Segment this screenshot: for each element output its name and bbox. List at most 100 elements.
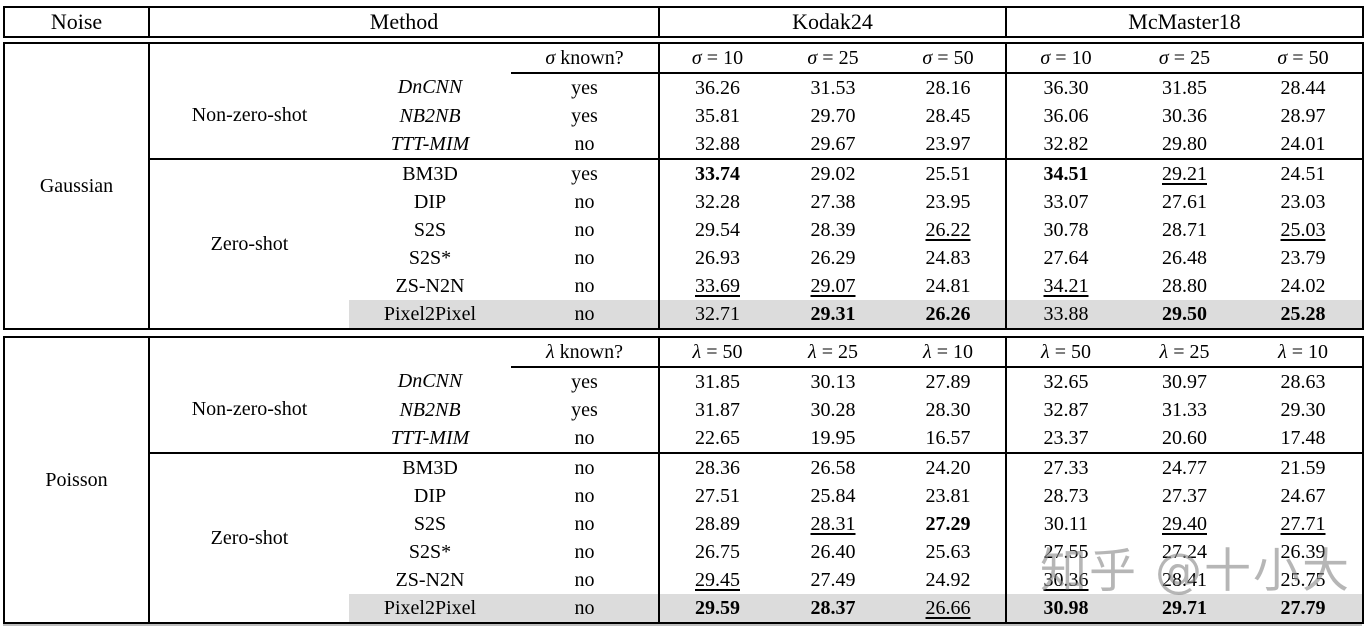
metric-value: 32.65	[1043, 370, 1089, 393]
metric-value: 27.71	[1280, 512, 1326, 535]
method-name: BM3D	[349, 452, 511, 482]
metric-value: 16.57	[891, 424, 1007, 453]
metric-value: 32.87	[1043, 398, 1089, 421]
table-row: TTT-MIM no 22.65 19.95 16.57 23.37 20.60 17.48	[4, 424, 1363, 453]
metric-value: 29.80	[1162, 132, 1207, 155]
metric-value: 26.29	[810, 246, 856, 269]
greek-symbol: λ	[1041, 340, 1050, 363]
table-row: S2S no 29.54 28.39 26.22 30.78 28.71 25.03	[4, 216, 1363, 244]
metric-value: 26.93	[695, 246, 740, 269]
method-name: S2S*	[408, 540, 452, 563]
metric-value: 25.51	[891, 158, 1007, 188]
known-value: no	[511, 272, 660, 300]
greek-symbol: λ	[808, 340, 817, 363]
metric-value: 30.97	[1162, 370, 1207, 393]
metric-value: 29.45	[695, 568, 740, 591]
metric-value: 33.88	[1006, 300, 1125, 329]
metric-value: 32.28	[695, 190, 740, 213]
header-band-row: Noise Method Kodak24 McMaster18	[4, 7, 1363, 37]
metric-value: 23.95	[891, 188, 1007, 216]
metric-value: 28.37	[775, 594, 891, 623]
metric-value: 20.60	[1162, 426, 1207, 449]
metric-value: 25.03	[1280, 218, 1326, 241]
noise-level-header: λ = 25	[775, 337, 891, 368]
metric-value: 31.53	[810, 76, 856, 99]
metric-value: 28.80	[1162, 274, 1207, 297]
metric-value: 23.37	[1043, 426, 1089, 449]
section-header-row: Poisson λ known? λ = 50 λ = 25 λ = 10 λ = 50 λ…	[4, 337, 1363, 623]
metric-value: 35.81	[695, 104, 740, 127]
greek-symbol: σ	[1277, 46, 1288, 69]
metric-value: 17.48	[1280, 426, 1326, 449]
noise-level-value: = 50	[1292, 46, 1329, 69]
metric-value: 34.21	[1043, 274, 1089, 297]
metric-value: 29.67	[810, 132, 856, 155]
noise-level-value: = 25	[821, 340, 858, 363]
metric-value: 27.89	[891, 367, 1007, 396]
metric-value: 29.07	[810, 274, 856, 297]
metric-value: 36.30	[1043, 76, 1089, 99]
noise-level-value: = 10	[706, 46, 744, 69]
noise-level-value: = 50	[706, 340, 743, 363]
metric-value: 24.01	[1280, 132, 1326, 155]
metric-value: 26.48	[1162, 246, 1207, 269]
metric-value: 31.33	[1162, 398, 1207, 421]
metric-value: 21.59	[1244, 452, 1363, 482]
known-value: no	[511, 482, 660, 510]
greek-symbol: λ	[923, 340, 932, 363]
known-value: yes	[511, 73, 660, 102]
known-value: no	[511, 244, 660, 272]
method-name: DIP	[413, 484, 447, 507]
table-row: Non-zero-shot DnCNN yes 31.85 30.13 27.89 32.6…	[4, 367, 1363, 420]
metric-value: 33.74	[659, 158, 775, 188]
known-column-header: σ known?	[511, 43, 660, 74]
metric-value: 28.31	[810, 512, 856, 535]
metric-value: 28.45	[891, 102, 1007, 130]
known-column-header: λ known?	[511, 337, 660, 368]
metric-value: 30.98	[1006, 594, 1125, 623]
noise-level-value: = 25	[1173, 340, 1210, 363]
noise-level-header: λ = 50	[659, 337, 775, 368]
metric-value: 28.39	[810, 218, 856, 241]
greek-symbol: λ	[1278, 340, 1287, 363]
greek-symbol: σ	[807, 46, 818, 69]
metric-value: 24.51	[1244, 158, 1363, 188]
known-value: no	[511, 300, 660, 329]
noise-level-header: σ = 25	[1125, 43, 1244, 74]
greek-symbol: λ	[546, 340, 555, 363]
table-row: DIP no 32.28 27.38 23.95 33.07 27.61 23.03	[4, 188, 1363, 216]
greek-symbol: σ	[1040, 46, 1051, 69]
metric-value: 27.24	[1162, 540, 1207, 563]
noise-level-value: = 10	[1055, 46, 1092, 69]
known-value: no	[511, 566, 660, 594]
noise-level-header: σ = 50	[1244, 43, 1363, 74]
known-value: no	[511, 216, 660, 244]
metric-value: 27.61	[1162, 190, 1207, 213]
table-row: TTT-MIM no 32.88 29.67 23.97 32.82 29.80 24.01	[4, 130, 1363, 159]
metric-value: 29.02	[775, 158, 891, 188]
method-group-label: Zero-shot	[149, 158, 349, 329]
metric-value: 25.63	[891, 538, 1007, 566]
known-value: no	[511, 452, 660, 482]
metric-value: 19.95	[810, 426, 856, 449]
header-noise: Noise	[4, 7, 150, 37]
method-name: DnCNN	[397, 370, 463, 392]
metric-value: 24.83	[891, 244, 1007, 272]
metric-value: 36.26	[695, 76, 740, 99]
known-value: no	[511, 594, 660, 623]
metric-value: 24.92	[891, 566, 1007, 594]
header-dataset-mcmaster18: McMaster18	[1128, 9, 1241, 34]
metric-value: 22.65	[695, 426, 740, 449]
known-label: known?	[560, 46, 624, 69]
known-value: no	[511, 538, 660, 566]
metric-value: 28.89	[695, 512, 740, 535]
bottom-double-rule	[3, 624, 1362, 626]
metric-value: 28.97	[1280, 104, 1326, 127]
known-value: no	[511, 188, 660, 216]
greek-symbol: σ	[1158, 46, 1169, 69]
table-row: Zero-shot BM3D no 28.36 26.58 24.20 27.33 24.77…	[4, 452, 1363, 623]
method-name: BM3D	[349, 158, 511, 188]
metric-value: 32.71	[659, 300, 775, 329]
table-row: ZS-N2N no 29.45 27.49 24.92 30.36 28.41 25.75	[4, 566, 1363, 594]
